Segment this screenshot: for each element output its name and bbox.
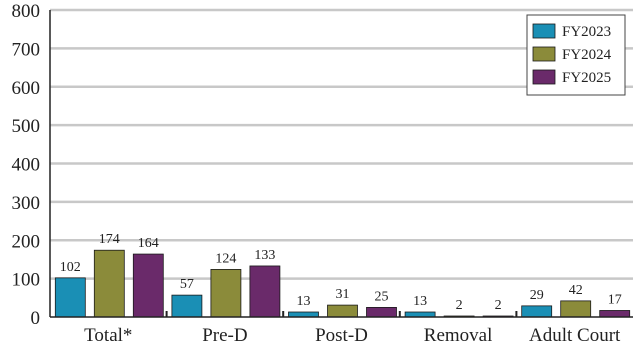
data-label: 102 [60, 260, 81, 275]
bar-fy2025 [599, 310, 631, 318]
data-label: 174 [99, 232, 120, 247]
legend-label: FY2025 [562, 70, 611, 86]
y-tick-label: 600 [12, 78, 41, 99]
axes [49, 10, 633, 318]
data-label: 124 [215, 251, 236, 266]
y-tick-label: 400 [12, 155, 41, 176]
data-label: 29 [530, 288, 544, 303]
y-tick-label: 800 [12, 1, 41, 22]
legend-label: FY2024 [562, 47, 612, 63]
data-label: 13 [297, 294, 311, 309]
legend-swatch [532, 23, 556, 39]
y-tick-label: 700 [12, 39, 41, 60]
data-label: 42 [569, 283, 583, 298]
data-label: 25 [375, 289, 389, 304]
bar-fy2023 [54, 277, 86, 318]
y-tick-label: 500 [12, 116, 41, 137]
bar-fy2025 [366, 307, 397, 318]
data-label: 2 [495, 298, 502, 313]
x-axis-categories: Total* Pre-D Post-D Removal Adult Court [84, 325, 621, 346]
data-label: 13 [413, 294, 427, 309]
x-category-label: Adult Court [529, 325, 621, 346]
y-tick-label: 100 [12, 270, 41, 291]
x-category-label: Total* [84, 325, 132, 346]
bar-fy2025 [249, 265, 281, 318]
bar-fy2024 [210, 269, 242, 318]
y-axis-ticks: 0 100 200 300 400 500 600 700 800 [12, 1, 41, 329]
data-label: 2 [456, 298, 463, 313]
legend-label: FY2023 [562, 24, 611, 40]
bars [54, 249, 631, 318]
bar-fy2024 [327, 304, 358, 318]
x-category-label: Pre-D [202, 325, 247, 346]
bar-fy2024 [560, 300, 592, 318]
data-label: 17 [608, 292, 622, 307]
data-label: 133 [254, 248, 275, 263]
bar-fy2025 [132, 253, 164, 318]
y-tick-label: 300 [12, 193, 41, 214]
data-label: 57 [180, 277, 194, 292]
bar-fy2023 [521, 305, 553, 318]
data-label: 31 [336, 287, 350, 302]
legend-swatch [532, 69, 556, 85]
bar-fy2023 [171, 294, 203, 318]
x-category-label: Post-D [315, 325, 368, 346]
legend-swatch [532, 46, 556, 62]
legend: FY2023 FY2024 FY2025 [526, 14, 626, 96]
gridlines [50, 8, 633, 280]
bar-fy2024 [93, 249, 125, 318]
data-label: 164 [138, 236, 159, 251]
y-tick-label: 0 [31, 308, 41, 329]
x-category-label: Removal [424, 325, 493, 346]
y-tick-label: 200 [12, 231, 41, 252]
data-labels: 102 174 164 57 124 133 13 31 25 13 2 2 29 42 17 [60, 232, 622, 313]
